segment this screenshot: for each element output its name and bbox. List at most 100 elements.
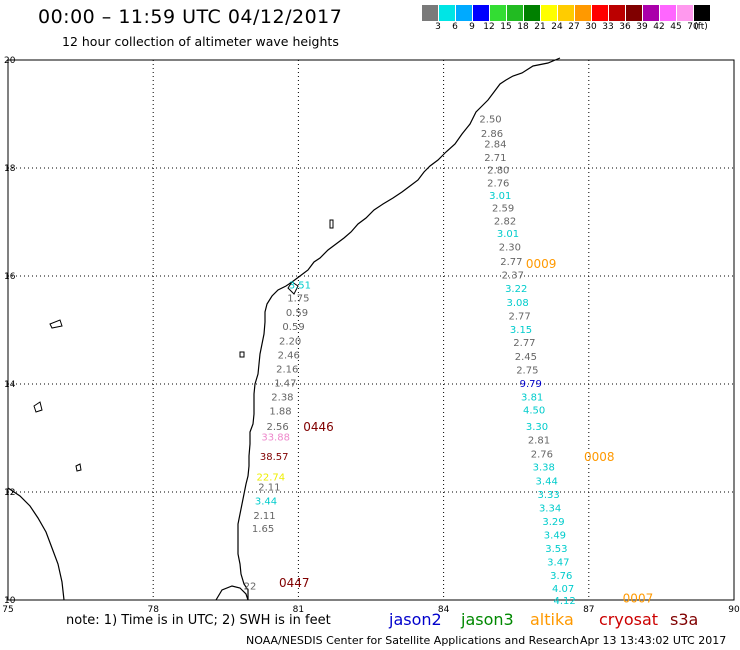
island-outline xyxy=(33,401,43,413)
wave-height-reading: 2.76 xyxy=(531,450,553,461)
wave-height-reading: 3.29 xyxy=(542,517,564,528)
color-scale-label: 21 xyxy=(534,22,546,32)
wave-height-reading: 0.59 xyxy=(282,322,304,333)
color-swatch xyxy=(540,5,557,21)
island-outline xyxy=(49,319,63,329)
wave-height-reading: 3.38 xyxy=(533,463,555,474)
wave-height-reading: 3.47 xyxy=(547,558,569,569)
wave-height-reading: 2.76 xyxy=(487,179,509,190)
color-swatch xyxy=(506,5,523,21)
wave-height-reading: 2.82 xyxy=(494,216,516,227)
track-time-label: 0007 xyxy=(623,591,654,605)
wave-height-reading: 3.08 xyxy=(507,298,529,309)
wave-height-reading: 3.01 xyxy=(497,229,519,240)
y-tick-label: 14 xyxy=(4,380,16,390)
color-swatch xyxy=(625,5,642,21)
y-tick-label: 12 xyxy=(4,488,15,498)
island-outline xyxy=(329,219,334,229)
map-subtitle: 12 hour collection of altimeter wave hei… xyxy=(62,34,339,49)
axis-tick-labels: 75 78 81 84 87 90 20 18 16 14 12 10 xyxy=(2,56,740,615)
color-scale-labels: 3 6 9 12 15 18 21 24 27 30 33 36 39 42 45 70 (ft) xyxy=(421,22,740,36)
wave-height-reading: 2.75 xyxy=(516,365,538,376)
color-swatch xyxy=(455,5,472,21)
wave-height-reading: 2.16 xyxy=(276,364,298,375)
wave-height-reading: 38.57 xyxy=(260,452,289,463)
legend-entry-cryosat: cryosat xyxy=(599,610,659,629)
wave-height-reading: 3.30 xyxy=(526,422,548,433)
y-tick-label: 10 xyxy=(4,596,16,606)
color-swatch xyxy=(693,5,710,21)
wave-height-reading: 2.38 xyxy=(271,392,293,403)
wave-height-reading: 22 xyxy=(244,581,257,592)
wave-height-reading: 1.75 xyxy=(287,294,309,305)
wave-height-reading: 3.01 xyxy=(489,191,511,202)
wave-height-reading: 3.33 xyxy=(537,490,559,501)
color-swatch xyxy=(523,5,540,21)
credit-line: NOAA/NESDIS Center for Satellite Applica… xyxy=(246,634,580,647)
track-time-label: 0446 xyxy=(303,420,334,434)
legend-entry-altika: altika xyxy=(530,610,574,629)
wave-height-reading: 3.81 xyxy=(521,392,543,403)
wave-height-reading: 2.45 xyxy=(515,352,537,363)
legend-entry-s3a: s3a xyxy=(670,610,699,629)
y-tick-label: 20 xyxy=(4,56,16,66)
wave-height-reading: 4.12 xyxy=(553,596,575,607)
wave-height-reading: 33.88 xyxy=(261,432,290,443)
legend-entry-jason3: jason3 xyxy=(461,610,514,629)
wave-height-readings: 2.502.862.842.712.802.763.012.592.823.01… xyxy=(244,114,576,607)
wave-height-reading: 2.11 xyxy=(258,483,280,494)
map-title: 00:00 – 11:59 UTC 04/12/2017 xyxy=(38,6,343,28)
color-swatch xyxy=(438,5,455,21)
legend-entry-jason2: jason2 xyxy=(389,610,442,629)
color-scale-label: (ft) xyxy=(694,22,708,32)
color-scale-label: 3 xyxy=(435,22,441,32)
wave-height-reading: 3.34 xyxy=(539,504,561,515)
map-frame xyxy=(7,59,735,601)
x-tick-label: 84 xyxy=(438,605,450,615)
wave-height-reading: 3.22 xyxy=(505,284,527,295)
wave-height-reading: 1.88 xyxy=(269,406,291,417)
lat-lon-grid xyxy=(8,60,734,600)
color-swatch xyxy=(608,5,625,21)
wave-height-reading: 4.07 xyxy=(552,584,574,595)
wave-height-reading: 2.77 xyxy=(500,257,522,268)
wave-height-reading: 3.76 xyxy=(550,571,572,582)
coastline-west xyxy=(7,487,65,601)
wave-height-reading: 1.65 xyxy=(252,524,274,535)
color-scale-label: 9 xyxy=(469,22,475,32)
wave-height-reading: 2.86 xyxy=(481,129,503,140)
color-scale-label: 36 xyxy=(619,22,631,32)
island-outline xyxy=(239,351,245,358)
color-scale-label: 6 xyxy=(452,22,458,32)
color-scale-label: 12 xyxy=(483,22,495,32)
color-scale-label: 30 xyxy=(585,22,597,32)
wave-height-reading: 3.53 xyxy=(545,544,567,555)
wave-height-reading: 2.81 xyxy=(528,436,550,447)
wave-height-reading: 3.44 xyxy=(255,497,277,508)
track-labels: 0446 0447 0009 0008 0007 xyxy=(279,257,653,605)
x-tick-label: 87 xyxy=(583,605,594,615)
track-time-label: 0447 xyxy=(279,576,310,590)
wave-height-reading: 22.74 xyxy=(256,472,285,483)
wave-height-reading: 4.50 xyxy=(523,405,545,416)
color-swatch xyxy=(642,5,659,21)
track-time-label: 0008 xyxy=(584,450,615,464)
wave-height-reading: 2.59 xyxy=(492,203,514,214)
color-scale-label: 42 xyxy=(653,22,665,32)
color-scale-label: 45 xyxy=(670,22,682,32)
y-tick-label: 18 xyxy=(4,164,16,174)
x-tick-label: 81 xyxy=(293,605,304,615)
color-swatch xyxy=(574,5,591,21)
color-swatch xyxy=(421,5,438,21)
color-scale-label: 39 xyxy=(636,22,648,32)
color-scale-label: 27 xyxy=(568,22,580,32)
color-scale-label: 70 xyxy=(687,22,699,32)
coastline-south xyxy=(215,585,249,601)
color-scale-bar xyxy=(421,5,710,21)
wave-height-reading: 2.50 xyxy=(479,114,501,125)
y-tick-label: 16 xyxy=(4,272,16,282)
wave-height-reading: 0.59 xyxy=(286,308,308,319)
wave-height-reading: 1.47 xyxy=(274,378,296,389)
wave-height-reading: 2.80 xyxy=(487,166,509,177)
